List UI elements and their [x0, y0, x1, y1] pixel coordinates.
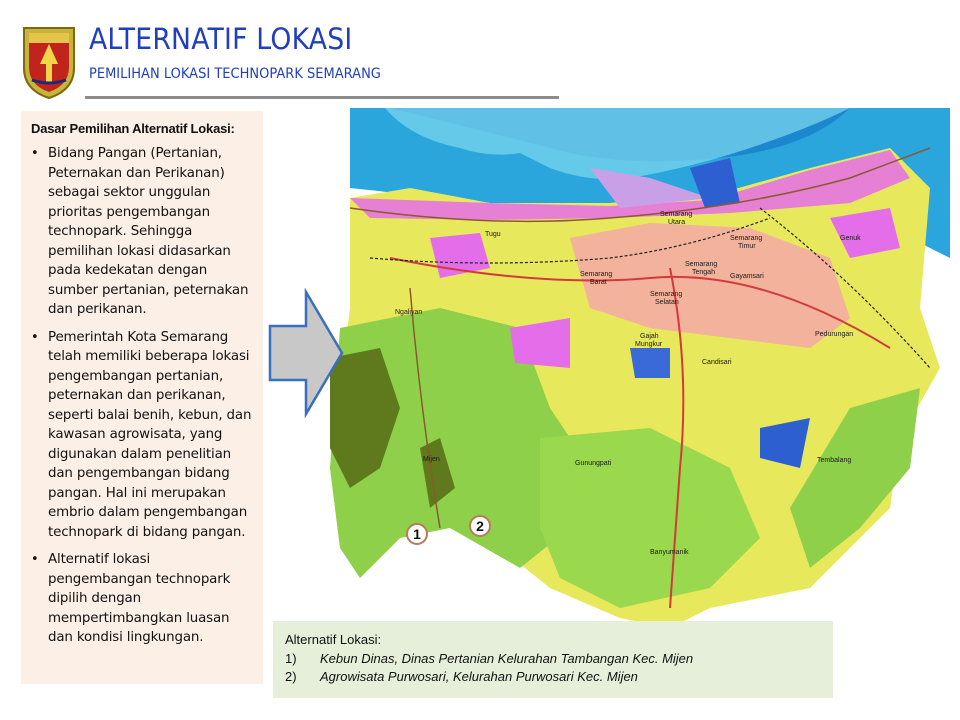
- map-label: Barat: [590, 279, 607, 286]
- page-subtitle: PEMILIHAN LOKASI TECHNOPARK SEMARANG: [89, 66, 381, 82]
- water-body: [630, 348, 670, 378]
- map-label: Tugu: [485, 231, 501, 238]
- bullet-icon: •: [31, 146, 39, 161]
- map-label: Tengah: [692, 269, 715, 276]
- criteria-text: Pemerintah Kota Semarang telah memiliki …: [48, 329, 252, 540]
- criteria-list: • Bidang Pangan (Pertanian, Peternakan da…: [31, 144, 255, 648]
- semarang-emblem-logo: [20, 24, 78, 100]
- criteria-item: • Alternatif lokasi pengembangan technopa…: [31, 550, 255, 648]
- alternative-number: 2): [285, 669, 297, 684]
- urban-zone: [570, 223, 850, 348]
- water-harbor: [690, 158, 740, 208]
- map-label: Selatan: [655, 299, 679, 306]
- semarang-land-use-map: Tugu Semarang Utara Semarang Timur Semar…: [290, 108, 950, 628]
- map-label: Tembalang: [817, 457, 851, 464]
- map-label: Timur: [738, 243, 756, 250]
- railway-west: [369, 217, 771, 264]
- map-label: Ngaliyan: [395, 309, 422, 316]
- location-marker-2[interactable]: 2: [469, 515, 491, 537]
- criteria-item: • Pemerintah Kota Semarang telah memiliki…: [31, 328, 255, 543]
- bullet-icon: •: [31, 552, 39, 567]
- title-divider: [85, 96, 559, 99]
- map-label: Semarang: [730, 235, 762, 242]
- water-reservoir: [760, 418, 810, 468]
- road-west: [409, 287, 441, 529]
- road-north: [349, 147, 931, 223]
- green-zone-east: [790, 388, 920, 568]
- map-label: Candisari: [702, 359, 732, 366]
- alternative-item: 1) Kebun Dinas, Dinas Pertanian Keluraha…: [285, 650, 821, 668]
- road-main: [389, 257, 891, 349]
- criteria-heading: Dasar Pemilihan Alternatif Lokasi:: [31, 121, 235, 136]
- map-label: Utara: [668, 219, 685, 226]
- map-label: Pedurungan: [815, 331, 853, 338]
- map-label: Semarang: [685, 261, 717, 268]
- map-label: Mijen: [423, 456, 440, 463]
- map-label: Gunungpati: [575, 460, 612, 467]
- bullet-icon: •: [31, 329, 39, 345]
- location-marker-1[interactable]: 1: [406, 523, 428, 545]
- criteria-item: • Bidang Pangan (Pertanian, Peternakan da…: [31, 144, 255, 320]
- zone-patch: [430, 233, 490, 278]
- alternative-text: Agrowisata Purwosari, Kelurahan Purwosar…: [320, 669, 638, 684]
- map-label: Semarang: [660, 211, 692, 218]
- alternative-text: Kebun Dinas, Dinas Pertanian Kelurahan T…: [320, 651, 694, 666]
- industrial-zone: [350, 150, 910, 220]
- port-zone: [590, 168, 710, 208]
- map-label: Mungkur: [635, 341, 663, 348]
- criteria-text: Alternatif lokasi pengembangan technopar…: [48, 552, 231, 645]
- green-zone-west: [330, 308, 590, 578]
- railway-east: [759, 207, 931, 369]
- criteria-text: Bidang Pangan (Pertanian, Peternakan dan…: [48, 146, 249, 317]
- map-label: Gayamsari: [730, 273, 764, 280]
- road-south: [669, 267, 685, 609]
- map-label: Semarang: [580, 271, 612, 278]
- map-label: Banyumanik: [650, 549, 689, 556]
- map-label: Gajah: [640, 333, 659, 340]
- alternative-number: 1): [285, 651, 297, 666]
- forest-west: [330, 348, 400, 488]
- page-title: ALTERNATIF LOKASI: [89, 22, 353, 56]
- alternatives-panel: Alternatif Lokasi: 1) Kebun Dinas, Dinas…: [273, 621, 833, 698]
- alternative-item: 2) Agrowisata Purwosari, Kelurahan Purwo…: [285, 668, 821, 686]
- map-label: Genuk: [840, 235, 861, 242]
- map-label: Semarang: [650, 291, 682, 298]
- zone-patch: [830, 208, 900, 258]
- zone-patch: [510, 318, 570, 368]
- right-arrow-icon: [268, 287, 344, 419]
- green-zone-south: [540, 428, 760, 608]
- alternatives-title: Alternatif Lokasi:: [285, 632, 382, 647]
- sea-shallow-area: [385, 108, 850, 180]
- criteria-panel: Dasar Pemilihan Alternatif Lokasi: • Bida…: [21, 111, 263, 684]
